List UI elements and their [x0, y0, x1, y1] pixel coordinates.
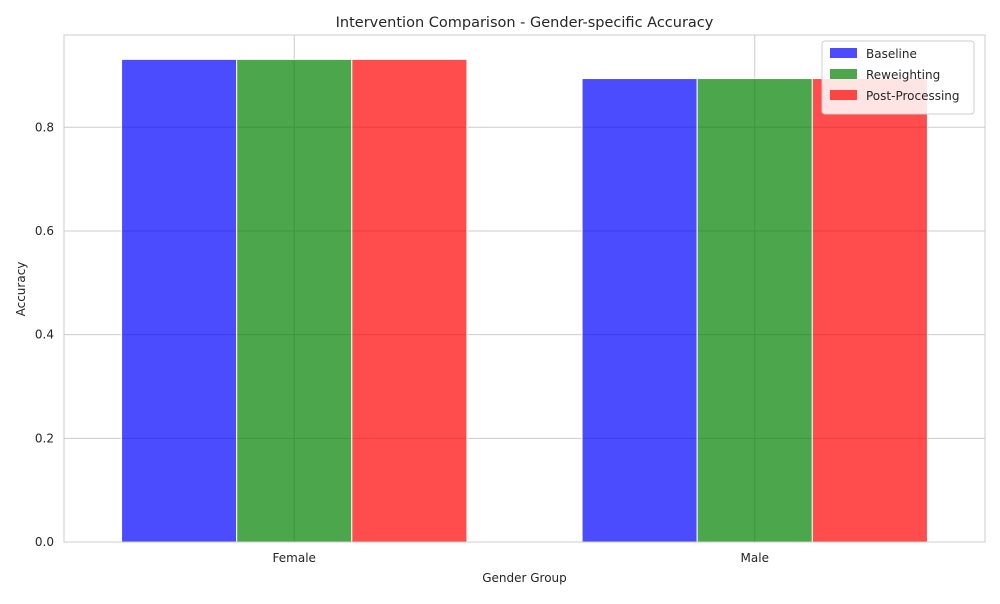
y-axis-label: Accuracy [14, 262, 28, 317]
bar-reweighting-male [696, 78, 813, 543]
legend-label-reweighting: Reweighting [866, 68, 940, 82]
x-tick-label: Female [273, 551, 316, 565]
plot-border [63, 34, 986, 543]
x-tick-label: Male [741, 551, 769, 565]
legend-label-baseline: Baseline [866, 47, 917, 61]
legend: Baseline Reweighting Post-Processing [821, 40, 975, 115]
legend-swatch-baseline [830, 48, 857, 58]
legend-label-post-processing: Post-Processing [866, 89, 960, 103]
x-axis-label: Gender Group [482, 571, 567, 585]
bar-baseline-female [121, 58, 238, 543]
y-tick-label: 0.2 [35, 431, 54, 445]
plot-frame [63, 34, 986, 543]
bar-post-processing-male [811, 78, 928, 543]
bar-reweighting-female [236, 58, 353, 543]
legend-box [821, 40, 975, 115]
tick-labels: 0.0 0.2 0.4 0.6 0.8 Female Male [35, 120, 769, 565]
y-tick-label: 0.8 [35, 120, 54, 134]
legend-swatch-post-processing [830, 90, 857, 100]
legend-swatch-reweighting [830, 69, 857, 79]
y-tick-label: 0.0 [35, 535, 54, 549]
y-tick-label: 0.6 [35, 224, 54, 238]
bar-post-processing-female [351, 58, 468, 543]
bar-baseline-male [581, 78, 698, 543]
chart-title: Intervention Comparison - Gender-specifi… [336, 15, 714, 31]
y-tick-label: 0.4 [35, 328, 54, 342]
